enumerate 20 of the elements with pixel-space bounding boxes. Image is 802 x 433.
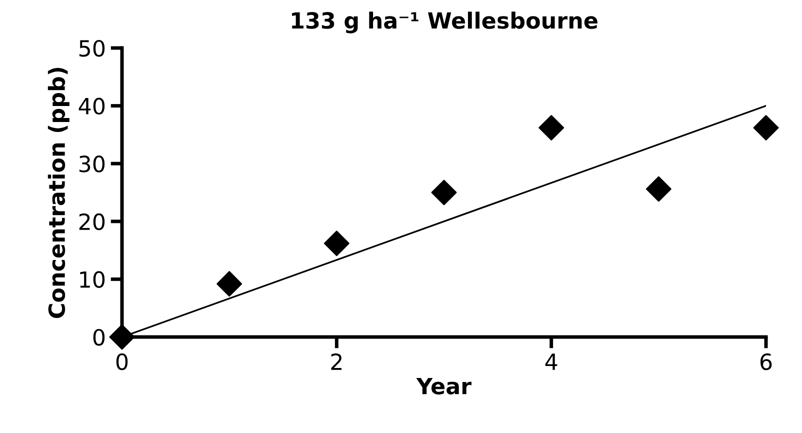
x-tick-label: 2 bbox=[331, 353, 342, 370]
y-tick-label: 50 bbox=[79, 40, 105, 57]
x-tick-label: 0 bbox=[116, 353, 128, 370]
x-tick-label: 4 bbox=[545, 354, 558, 370]
point bbox=[216, 271, 242, 297]
y-tick-label: 10 bbox=[80, 271, 105, 288]
y-tick-label: 20 bbox=[79, 213, 105, 230]
y-tick-label: 30 bbox=[79, 156, 105, 172]
chart-title: 133 g ha⁻¹ Wellesbourne bbox=[292, 12, 598, 34]
point bbox=[646, 176, 672, 202]
point bbox=[324, 230, 350, 256]
point bbox=[538, 115, 564, 140]
point bbox=[109, 324, 135, 350]
x-axis-title: Year bbox=[416, 378, 472, 394]
y-axis-title: Concentration (ppb) bbox=[48, 68, 70, 318]
point bbox=[431, 180, 457, 206]
point bbox=[753, 115, 779, 140]
y-tick-label: 0 bbox=[93, 328, 105, 346]
x-tick-label: 6 bbox=[760, 353, 772, 370]
y-tick-label: 40 bbox=[78, 98, 105, 115]
